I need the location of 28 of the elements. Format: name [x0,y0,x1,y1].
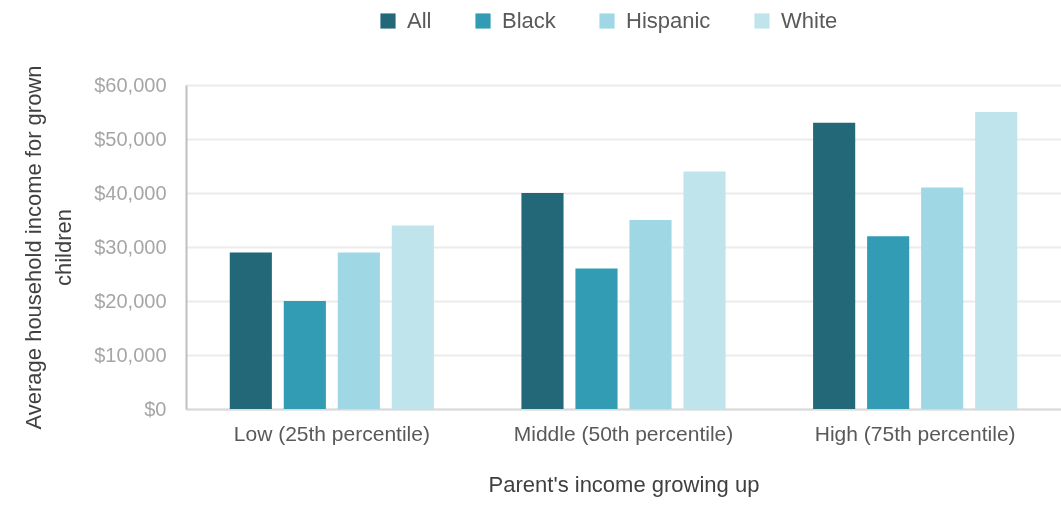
y-tick-label: $20,000 [94,289,167,312]
bar [629,220,672,409]
y-tick-label: $60,000 [94,73,167,96]
bar [521,193,564,409]
x-tick-label: Low (25th percentile) [233,421,430,445]
y-axis-title: Average household income for grown children [21,65,77,430]
legend-label: All [407,8,432,33]
y-tick-label: $0 [144,397,167,420]
y-tick-label: $30,000 [94,235,167,258]
bar [813,122,856,409]
y-tick-label: $50,000 [94,127,167,150]
bar [683,171,726,409]
legend-label: Black [502,8,557,33]
bar [867,236,910,409]
bar [975,112,1018,409]
bar [575,268,618,409]
legend-label: Hispanic [626,8,711,33]
legend-label: White [781,8,838,33]
bar [337,252,380,409]
bar [921,187,964,409]
x-tick-label: High (75th percentile) [814,421,1016,445]
bar [283,301,326,409]
bar [229,252,272,409]
y-tick-label: $40,000 [94,181,167,204]
x-axis-title: Parent's income growing up [488,471,760,497]
y-tick-label: $10,000 [94,343,167,366]
x-tick-label: Middle (50th percentile) [513,421,734,445]
bar [391,225,434,409]
